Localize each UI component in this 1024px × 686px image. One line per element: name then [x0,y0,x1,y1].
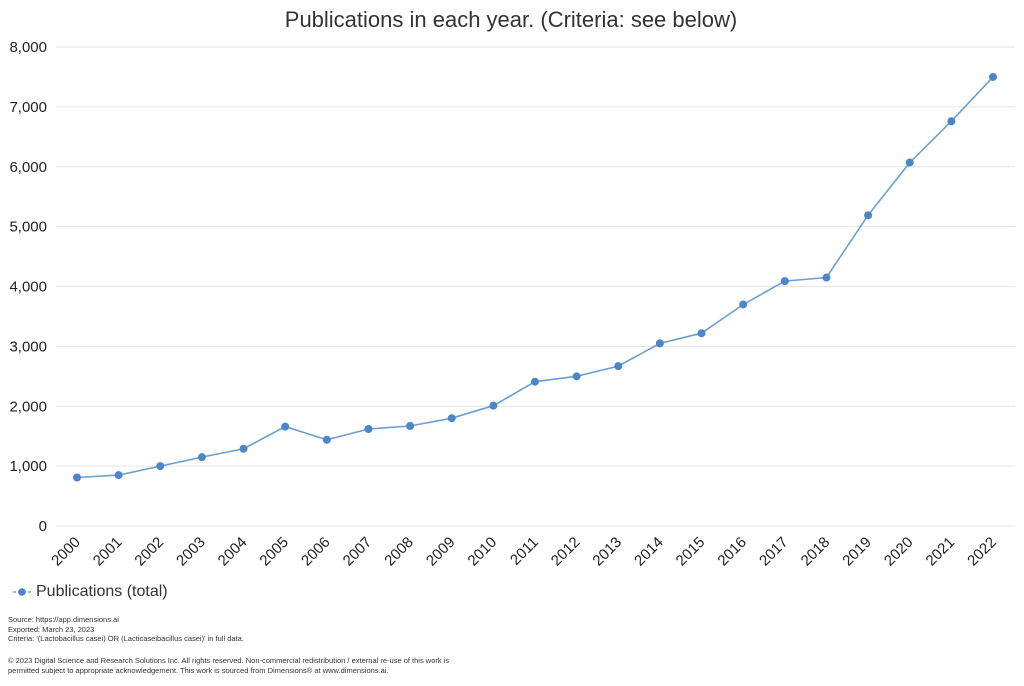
data-points [73,72,997,482]
x-axis-ticks: 2000 2001 2002 2003 2004 2005 2006 2007 2008 2009… [48,534,1000,570]
copyright-notice: © 2023 Digital Science and Research Solu… [8,656,449,675]
data-point [989,72,997,81]
x-tick-label: 2007 [340,534,376,570]
y-tick-label: 8,000 [9,39,47,56]
x-tick-label: 2018 [798,534,834,570]
x-tick-label: 2006 [298,534,334,570]
x-tick-label: 2014 [631,534,667,570]
data-point [864,211,873,220]
data-point [572,372,581,381]
data-point [697,329,706,338]
data-point [239,444,248,453]
data-point [364,425,373,434]
data-point [780,277,789,286]
legend: Publications (total) [12,583,168,601]
criteria-text: Criteria: '(Lactobacillus casei) OR (Lac… [8,634,244,643]
x-tick-label: 2022 [964,534,1000,570]
legend-label: Publications (total) [36,583,168,600]
x-tick-label: 2015 [673,534,709,570]
x-tick-label: 2016 [714,534,750,570]
y-tick-label: 3,000 [9,338,47,355]
data-point [114,471,123,480]
data-point [531,377,539,386]
data-point [905,158,914,167]
data-point [614,362,623,371]
x-tick-label: 2001 [90,534,126,570]
y-tick-label: 5,000 [9,219,47,236]
y-tick-label: 1,000 [9,458,47,475]
y-tick-label: 7,000 [9,99,47,116]
x-tick-label: 2009 [423,534,459,570]
line-chart: Publications in each year. (Criteria: se… [9,7,1015,570]
chart-title: Publications in each year. (Criteria: se… [285,7,737,32]
x-tick-label: 2013 [589,534,625,570]
y-tick-label: 6,000 [9,159,47,176]
legend-marker-icon [13,588,31,596]
x-tick-label: 2021 [923,534,959,570]
y-axis-ticks: 0 1,000 2,000 3,000 4,000 5,000 6,000 7,000 8,00… [9,39,47,535]
x-tick-label: 2005 [256,534,292,570]
source-text: Source: https://app.dimensions.ai [8,615,119,624]
data-point [406,422,415,431]
data-point [947,117,956,126]
x-tick-label: 2011 [507,534,542,569]
x-tick-label: 2008 [381,534,417,570]
data-point [822,273,831,282]
copyright-line-1: © 2023 Digital Science and Research Solu… [8,656,450,665]
series-line-publications [76,76,994,479]
data-point [73,473,81,482]
copyright-line-2: permitted subject to appropriate acknowl… [8,665,389,675]
grid-lines [56,46,1015,527]
data-point [739,300,748,309]
x-tick-label: 2003 [173,534,209,570]
y-tick-label: 4,000 [9,279,47,296]
data-point [156,462,165,471]
data-point [281,422,290,431]
source-notes: Source: https://app.dimensions.ai Export… [8,615,244,644]
y-tick-label: 0 [39,518,47,535]
x-tick-label: 2012 [548,534,584,570]
x-tick-label: 2017 [756,534,792,570]
x-tick-label: 2000 [48,534,84,570]
data-point [447,414,456,423]
data-point [322,435,331,444]
y-tick-label: 2,000 [9,398,47,415]
data-point [197,453,206,462]
x-tick-label: 2020 [881,534,917,570]
x-tick-label: 2002 [131,534,167,570]
x-tick-label: 2004 [215,534,251,570]
x-tick-label: 2019 [839,534,875,570]
x-tick-label: 2010 [465,534,501,570]
exported-text: Exported: March 23, 2023 [8,624,95,634]
data-point [489,401,498,410]
data-point [655,339,664,348]
